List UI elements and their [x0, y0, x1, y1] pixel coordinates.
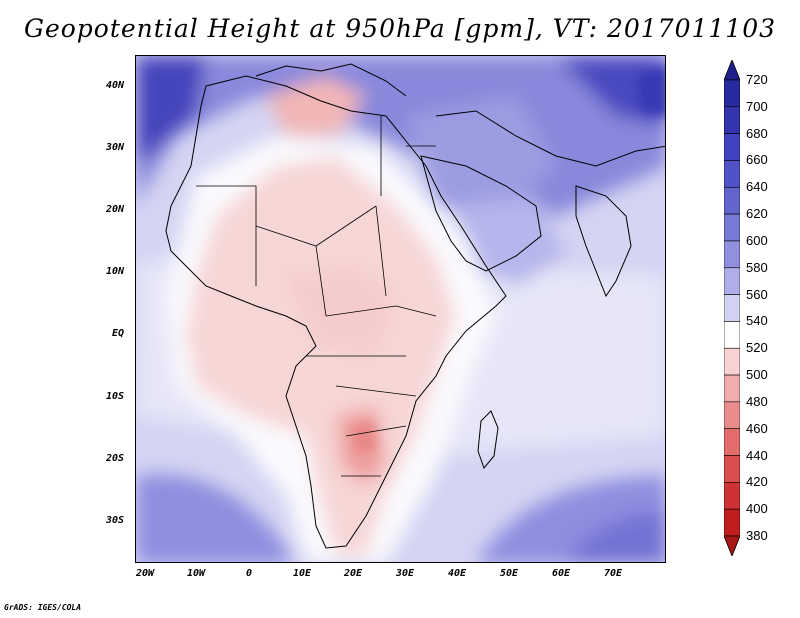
lat-label-eq: EQ: [111, 328, 124, 339]
colorbar-swatch: [724, 482, 740, 510]
colorbar-swatch: [724, 133, 740, 161]
colorbar-label: 520: [746, 340, 768, 356]
lon-label-60e: 60E: [551, 568, 571, 579]
lon-label-20w: 20W: [135, 568, 155, 579]
height-field-detail: [351, 66, 665, 454]
colorbar-label: 400: [746, 501, 768, 517]
lon-label-10w: 10W: [186, 568, 206, 579]
geopotential-map: [136, 56, 665, 562]
colorbar-label: 660: [746, 152, 768, 168]
country-borders: [196, 116, 437, 477]
colorbar-swatch: [724, 106, 740, 134]
lon-label-10e: 10E: [292, 568, 312, 579]
colorbar-swatch: [724, 79, 740, 108]
lon-label-30e: 30E: [395, 568, 415, 579]
colorbar-swatch: [724, 428, 740, 456]
colorbar-label: 460: [746, 420, 768, 436]
colorbar-label: 540: [746, 313, 768, 329]
colorbar-label: 680: [746, 125, 768, 141]
colorbar-label: 620: [746, 206, 768, 222]
colorbar-label: 580: [746, 259, 768, 275]
lat-label-30n: 30N: [105, 142, 124, 153]
lat-label-30s: 30S: [105, 515, 124, 526]
colorbar-swatch: [724, 294, 740, 322]
colorbar-swatch: [724, 374, 740, 403]
colorbar-swatch: [724, 321, 740, 349]
colorbar-swatch: [724, 267, 740, 295]
lon-label-50e: 50E: [499, 568, 519, 579]
lon-label-0: 0: [245, 568, 253, 579]
colorbar-label: 380: [746, 528, 768, 543]
coastlines: [165, 63, 665, 549]
colorbar-swatch: [724, 186, 740, 215]
lat-label-40n: 40N: [105, 80, 124, 91]
colorbar-swatch: [724, 240, 740, 269]
lon-label-70e: 70E: [603, 568, 623, 579]
colorbar-label: 720: [746, 72, 768, 87]
colorbar-label: 560: [746, 286, 768, 302]
colorbar-swatch: [724, 213, 740, 242]
colorbar-swatch: [724, 401, 740, 430]
colorbar-bottom-arrow: [724, 535, 740, 556]
colorbar-label: 420: [746, 474, 768, 490]
colorbar-label: 500: [746, 367, 768, 383]
colorbar-label: 640: [746, 179, 768, 195]
colorbar-label: 700: [746, 98, 768, 114]
lat-label-10n: 10N: [105, 266, 124, 277]
lon-label-40e: 40E: [447, 568, 467, 579]
colorbar-label: 440: [746, 447, 768, 463]
map-title: Geopotential Height at 950hPa [gpm], VT:…: [23, 14, 777, 43]
colorbar-swatch: [724, 347, 740, 376]
colorbar: [724, 60, 740, 556]
colorbar-label: 600: [746, 232, 768, 248]
grads-credit: GrADS: IGES/COLA: [4, 603, 82, 612]
map-panel: [135, 55, 666, 563]
colorbar-label: 480: [746, 393, 768, 409]
lat-label-20s: 20S: [105, 453, 124, 464]
colorbar-swatch: [724, 508, 740, 537]
colorbar-swatch: [724, 455, 740, 483]
colorbar-swatch: [724, 160, 740, 188]
lat-label-20n: 20N: [105, 204, 124, 215]
colorbar-top-arrow: [724, 60, 740, 81]
lon-label-20e: 20E: [343, 568, 363, 579]
lat-label-10s: 10S: [105, 391, 124, 402]
